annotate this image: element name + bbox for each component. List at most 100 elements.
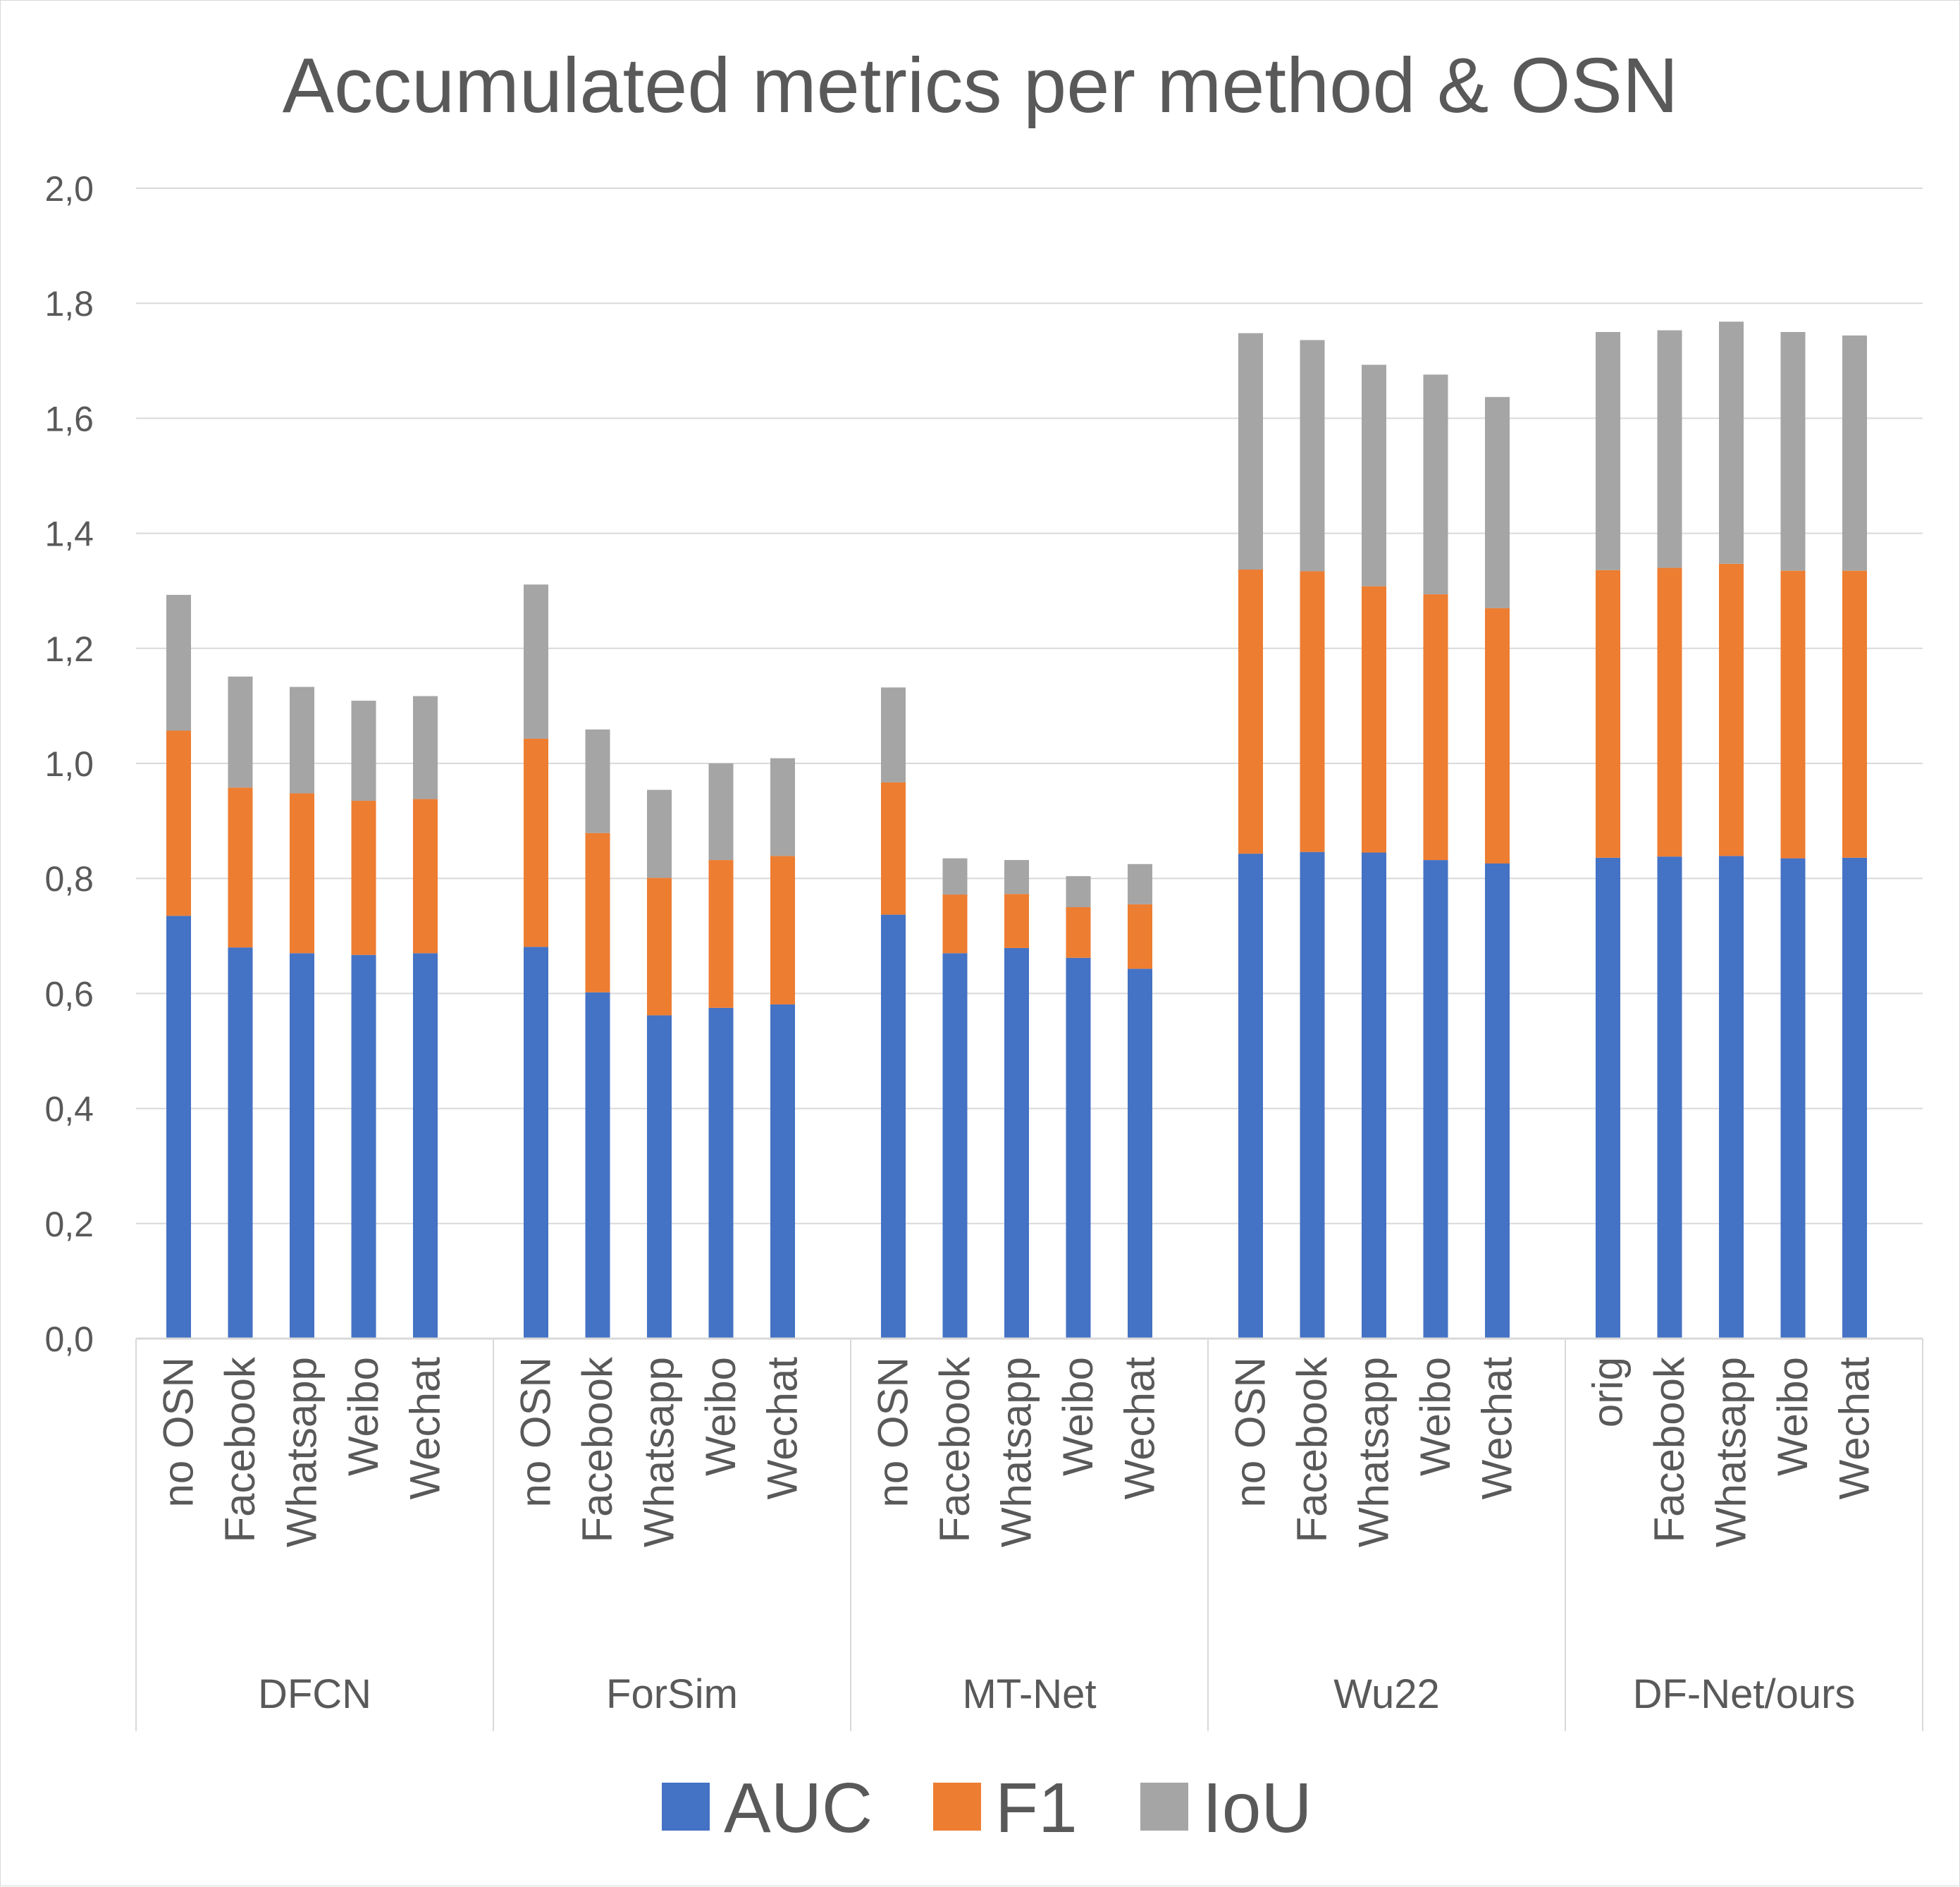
chart-title: Accumulated metrics per method & OSN <box>283 42 1679 129</box>
bar-iou <box>708 763 734 861</box>
y-tick-label: 0,6 <box>44 974 94 1014</box>
bar-auc <box>524 947 548 1339</box>
bar-auc <box>708 1007 734 1339</box>
bar-auc <box>351 954 376 1339</box>
bar-auc <box>1362 852 1386 1339</box>
bar-auc <box>228 947 253 1339</box>
x-tick-label: Weibo <box>1769 1357 1816 1476</box>
legend-label-auc: AUC <box>724 1769 873 1848</box>
bar-f1 <box>1719 563 1744 856</box>
bar-f1 <box>881 782 906 915</box>
bar-auc <box>1485 863 1510 1339</box>
group-label: MT-Net <box>962 1671 1096 1717</box>
bar-f1 <box>1423 594 1448 861</box>
legend-label-f1: F1 <box>995 1769 1078 1848</box>
group-label: ForSim <box>606 1671 738 1717</box>
bar-f1 <box>708 860 734 1008</box>
bar-auc <box>1719 856 1744 1339</box>
x-tick-label: no OSN <box>512 1357 560 1507</box>
bar-iou <box>413 696 438 799</box>
x-tick-label: Wechat <box>759 1357 806 1500</box>
bar-f1 <box>1300 571 1325 852</box>
x-tick-label: Facebook <box>931 1356 978 1542</box>
x-tick-label: Whatsapp <box>636 1357 683 1547</box>
x-axis-category-labels: no OSN Facebook Whatsapp Weibo Wechat no OSN F… <box>155 1356 1878 1547</box>
x-tick-label: Wechat <box>1116 1357 1164 1500</box>
bar-f1 <box>1596 570 1620 858</box>
bar-f1 <box>413 799 438 954</box>
bar-f1 <box>1066 907 1091 958</box>
bar-iou <box>1780 332 1806 571</box>
bars <box>166 321 1867 1339</box>
bar-auc <box>647 1015 672 1339</box>
y-tick-label: 1,6 <box>44 399 94 438</box>
bar-iou <box>1596 332 1620 570</box>
x-axis-group-labels: DFCN ForSim MT-Net Wu22 DF-Net/ours <box>258 1671 1855 1717</box>
bar-auc <box>881 914 906 1339</box>
bar-auc <box>1657 856 1682 1339</box>
bar-f1 <box>647 878 672 1016</box>
bar-iou <box>351 701 376 801</box>
bar-f1 <box>166 730 191 916</box>
x-tick-label: no OSN <box>870 1357 917 1507</box>
bar-f1 <box>351 801 376 955</box>
bar-auc <box>413 953 438 1339</box>
x-tick-label: no OSN <box>155 1357 202 1507</box>
x-tick-label: Whatsapp <box>278 1357 326 1547</box>
gridlines <box>136 188 1923 1224</box>
bar-iou <box>1657 330 1682 568</box>
y-axis-tick-labels: 0,0 0,2 0,4 0,6 0,8 1,0 1,2 1,4 1,6 1,8 2,0 <box>44 169 94 1359</box>
x-tick-label: Wechat <box>402 1357 449 1500</box>
bar-iou <box>881 687 906 782</box>
bar-auc <box>1128 969 1152 1339</box>
x-tick-label: no OSN <box>1227 1357 1274 1507</box>
bar-iou <box>228 676 253 788</box>
bar-f1 <box>770 856 795 1004</box>
bar-auc <box>585 992 610 1339</box>
y-tick-label: 0,0 <box>44 1320 94 1359</box>
bar-auc <box>1596 857 1620 1339</box>
x-tick-label: Wechat <box>1474 1357 1521 1500</box>
bar-f1 <box>524 738 548 947</box>
bar-iou <box>1004 860 1029 895</box>
legend: AUC F1 IoU <box>662 1769 1312 1848</box>
bar-iou <box>1300 340 1325 572</box>
bar-f1 <box>290 793 314 954</box>
bar-f1 <box>1780 570 1806 859</box>
bar-iou <box>942 858 968 895</box>
bar-iou <box>585 729 610 833</box>
bar-iou <box>1362 364 1386 586</box>
x-tick-label: Whatsapp <box>1350 1357 1398 1547</box>
bar-iou <box>647 789 672 878</box>
x-tick-label: Weibo <box>340 1357 387 1476</box>
x-tick-label: Whatsapp <box>993 1357 1040 1547</box>
bar-iou <box>524 584 548 739</box>
legend-swatch-f1 <box>933 1783 981 1831</box>
bar-f1 <box>585 832 610 992</box>
x-tick-label: Wechat <box>1831 1357 1878 1500</box>
group-label: DF-Net/ours <box>1633 1671 1856 1717</box>
bar-iou <box>166 594 191 731</box>
bar-iou <box>1423 374 1448 595</box>
legend-label-iou: IoU <box>1202 1769 1312 1848</box>
bar-auc <box>1004 947 1029 1339</box>
x-tick-label: Facebook <box>1646 1356 1693 1542</box>
bar-f1 <box>1238 570 1263 854</box>
bar-iou <box>290 687 314 794</box>
y-tick-label: 0,8 <box>44 859 94 899</box>
bar-auc <box>1780 858 1806 1339</box>
bar-f1 <box>1657 567 1682 857</box>
bar-iou <box>770 758 795 856</box>
bar-iou <box>1842 335 1867 571</box>
x-tick-label: Weibo <box>1412 1357 1459 1476</box>
y-tick-label: 2,0 <box>44 169 94 209</box>
bar-iou <box>1066 875 1091 907</box>
bar-iou <box>1719 321 1744 564</box>
bar-auc <box>770 1004 795 1339</box>
x-tick-label: Facebook <box>574 1356 621 1542</box>
bar-auc <box>1238 854 1263 1339</box>
bar-f1 <box>1842 570 1867 858</box>
legend-swatch-auc <box>662 1783 710 1831</box>
bar-f1 <box>1128 904 1152 969</box>
